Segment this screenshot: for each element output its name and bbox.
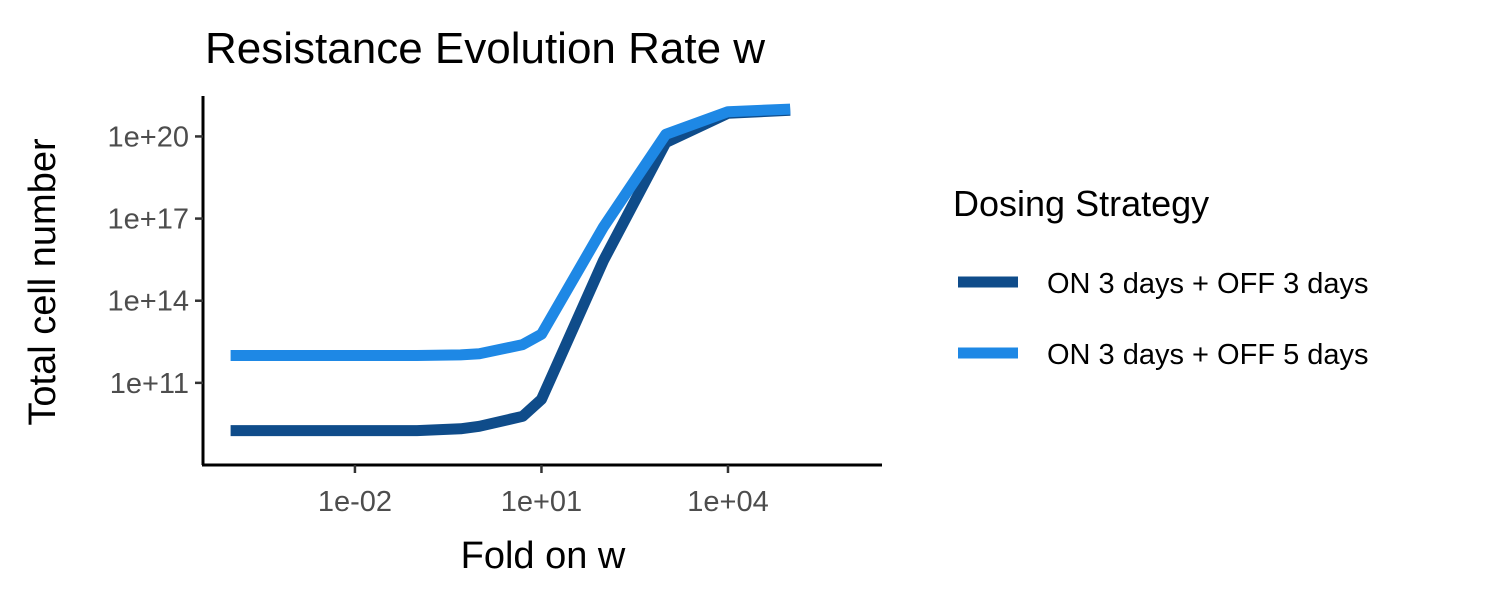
x-tick-label: 1e-02 xyxy=(318,486,392,518)
y-tick-label: 1e+17 xyxy=(108,204,189,236)
legend: Dosing Strategy ON 3 days + OFF 3 daysON… xyxy=(953,183,1369,371)
legend-items: ON 3 days + OFF 3 days ON 3 days + OFF 5 … xyxy=(958,268,1369,371)
y-axis-title: Total cell number xyxy=(22,138,64,426)
y-tick-label: 1e+20 xyxy=(108,121,189,153)
x-axis-ticks: 1e-02 1e+01 1e+04 xyxy=(318,465,769,518)
y-tick-label: 1e+14 xyxy=(108,286,189,318)
series-layer xyxy=(230,103,791,437)
chart-title: Resistance Evolution Rate w xyxy=(205,24,765,73)
x-tick-label: 1e+01 xyxy=(501,486,582,518)
legend-title: Dosing Strategy xyxy=(953,183,1209,224)
series-line-2 xyxy=(230,103,791,361)
x-tick-label: 1e+04 xyxy=(687,486,768,518)
y-tick-label: 1e+11 xyxy=(110,368,189,400)
legend-label-1: ON 3 days + OFF 3 days xyxy=(1047,268,1369,300)
legend-label-2: ON 3 days + OFF 5 days xyxy=(1047,339,1369,371)
series-line-1 xyxy=(230,104,791,437)
plot-area: 1e-02 1e+01 1e+04 1e+11 1e+14 1e+17 1e+20 xyxy=(108,96,882,518)
y-axis-ticks: 1e+11 1e+14 1e+17 1e+20 xyxy=(108,121,203,400)
x-axis-title: Fold on w xyxy=(461,535,626,577)
